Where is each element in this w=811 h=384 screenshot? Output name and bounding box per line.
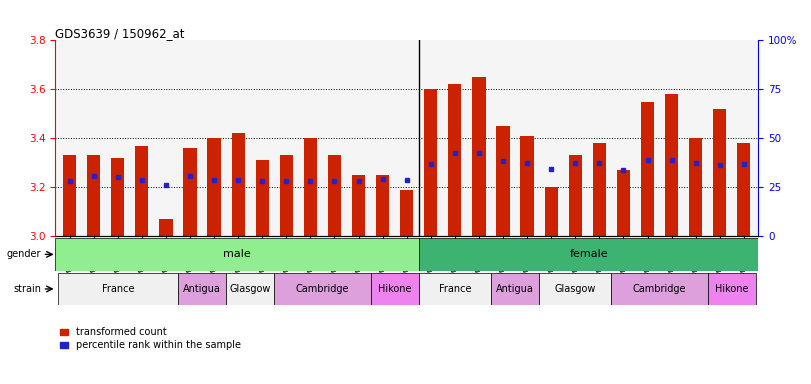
Text: France: France xyxy=(439,284,471,294)
Bar xyxy=(641,101,654,236)
Bar xyxy=(689,138,702,236)
Text: Cambridge: Cambridge xyxy=(296,284,350,294)
Bar xyxy=(539,273,611,305)
Bar xyxy=(226,273,274,305)
Bar xyxy=(496,126,509,236)
Bar xyxy=(617,170,630,236)
Bar xyxy=(713,109,727,236)
Bar xyxy=(58,273,178,305)
Bar xyxy=(376,175,389,236)
Bar xyxy=(418,273,491,305)
Bar xyxy=(178,273,226,305)
Bar xyxy=(87,156,101,236)
Bar xyxy=(665,94,678,236)
Bar xyxy=(448,84,461,236)
Bar xyxy=(304,138,317,236)
Legend: transformed count, percentile rank within the sample: transformed count, percentile rank withi… xyxy=(60,328,241,350)
Text: Hikone: Hikone xyxy=(378,284,411,294)
Text: female: female xyxy=(569,249,607,260)
Bar xyxy=(400,190,414,236)
Bar xyxy=(159,219,173,236)
Text: France: France xyxy=(101,284,134,294)
Bar xyxy=(55,238,418,271)
Text: Antigua: Antigua xyxy=(496,284,534,294)
Bar xyxy=(183,148,196,236)
Bar xyxy=(611,273,708,305)
Text: gender: gender xyxy=(6,249,41,260)
Bar xyxy=(328,156,341,236)
Text: Cambridge: Cambridge xyxy=(633,284,686,294)
Bar xyxy=(569,156,582,236)
Bar xyxy=(111,158,124,236)
Bar xyxy=(544,187,558,236)
Bar xyxy=(352,175,365,236)
Bar xyxy=(593,143,606,236)
Bar xyxy=(280,156,293,236)
Text: Hikone: Hikone xyxy=(715,284,749,294)
Bar xyxy=(255,160,269,236)
Bar xyxy=(231,133,245,236)
Text: strain: strain xyxy=(13,284,41,294)
Bar xyxy=(63,156,76,236)
Bar xyxy=(708,273,756,305)
Bar xyxy=(135,146,148,236)
Text: GDS3639 / 150962_at: GDS3639 / 150962_at xyxy=(55,27,185,40)
Bar xyxy=(274,273,371,305)
Bar xyxy=(737,143,750,236)
Text: male: male xyxy=(223,249,251,260)
Text: Glasgow: Glasgow xyxy=(230,284,271,294)
Text: Glasgow: Glasgow xyxy=(555,284,596,294)
Bar xyxy=(424,89,437,236)
Bar xyxy=(521,136,534,236)
Bar xyxy=(491,273,539,305)
Bar xyxy=(371,273,418,305)
Bar xyxy=(208,138,221,236)
Text: Antigua: Antigua xyxy=(183,284,221,294)
Bar xyxy=(472,77,486,236)
Bar xyxy=(418,238,758,271)
